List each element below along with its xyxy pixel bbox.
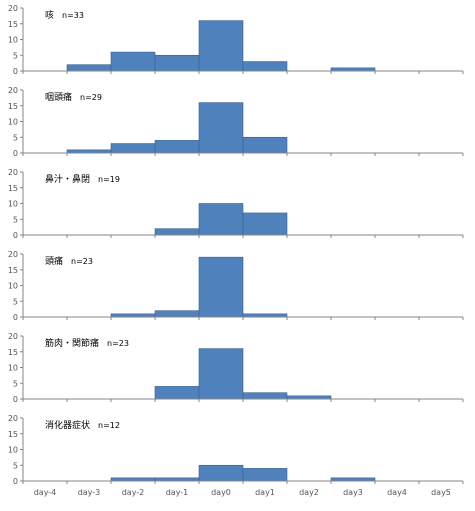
y-tick-label: 15	[8, 266, 18, 275]
sample-size: n=12	[98, 421, 120, 430]
bar-day1	[242, 212, 288, 236]
sample-size: n=23	[107, 339, 129, 348]
bar-day-1	[154, 54, 200, 72]
bar-day0	[198, 102, 244, 154]
x-tick-label-day-3: day-3	[78, 488, 101, 497]
chart-panel-1: 0 5 10 15 20 咳 n=33	[8, 4, 464, 76]
y-tick-label: 10	[8, 364, 18, 373]
bar-day-1	[154, 228, 200, 236]
y-tick-label: 10	[8, 446, 18, 455]
y-tick-label: 15	[8, 184, 18, 193]
y-tick-label: 0	[13, 313, 18, 322]
y-tick-label: 15	[8, 348, 18, 357]
chart-panel-2: 0 5 10 15 20 咽頭痛 n=29	[8, 86, 464, 158]
bar-day1	[242, 136, 288, 154]
y-tick-label: 20	[8, 414, 18, 423]
chart-panel-4: 0 5 10 15 20 頭痛 n=23	[8, 250, 464, 322]
bar-day0	[198, 464, 244, 482]
y-tick-label: 0	[13, 67, 18, 76]
y-tick-label: 5	[13, 297, 18, 306]
y-tick-label: 5	[13, 51, 18, 60]
y-tick-label: 5	[13, 133, 18, 142]
sample-size: n=29	[80, 93, 102, 102]
x-tick-label-day0: day0	[211, 488, 231, 497]
bar-day-2	[110, 143, 156, 154]
y-tick-label: 20	[8, 4, 18, 13]
x-tick-label-day3: day3	[343, 488, 363, 497]
sample-size: n=33	[62, 11, 84, 20]
symptom-name: 咽頭痛	[45, 91, 72, 103]
bar-day-2	[110, 51, 156, 72]
y-tick-label: 10	[8, 36, 18, 45]
chart-panel-3: 0 5 10 15 20 鼻汁・鼻閉 n=19	[8, 168, 464, 240]
panel-title: 咳 n=33	[45, 9, 84, 21]
chart-panel-6: 0 5 10 15 20 day-4 day-3 day-2 day-1 day0 day1 day2…	[8, 414, 464, 497]
bar-day-1	[154, 310, 200, 318]
y-tick-label: 10	[8, 200, 18, 209]
y-tick-label: 20	[8, 250, 18, 259]
x-tick-label-day4: day4	[387, 488, 407, 497]
y-tick-label: 0	[13, 231, 18, 240]
symptom-name: 筋肉・関節痛	[45, 337, 99, 349]
symptom-name: 咳	[45, 9, 54, 21]
y-tick-label: 0	[13, 395, 18, 404]
x-tick-label-day-1: day-1	[166, 488, 189, 497]
symptom-name: 鼻汁・鼻閉	[45, 173, 90, 185]
y-tick-label: 20	[8, 86, 18, 95]
symptom-name: 頭痛	[45, 255, 63, 267]
y-tick-label: 10	[8, 118, 18, 127]
y-tick-label: 0	[13, 477, 18, 486]
panel-title: 鼻汁・鼻閉 n=19	[45, 173, 120, 185]
sample-size: n=23	[71, 257, 93, 266]
bar-day0	[198, 348, 244, 400]
bar-day0	[198, 256, 244, 318]
symptom-name: 消化器症状	[45, 419, 90, 431]
bar-day-1	[154, 386, 200, 400]
x-tick-label-day1: day1	[255, 488, 275, 497]
bar-day1	[242, 468, 288, 482]
y-tick-label: 15	[8, 20, 18, 29]
panel-title: 頭痛 n=23	[45, 255, 93, 267]
panel-title: 筋肉・関節痛 n=23	[45, 337, 129, 349]
bar-day0	[198, 203, 244, 236]
x-tick-label-day-2: day-2	[122, 488, 145, 497]
sample-size: n=19	[98, 175, 120, 184]
y-tick-label: 15	[8, 102, 18, 111]
x-tick-label-day5: day5	[431, 488, 451, 497]
y-tick-label: 0	[13, 149, 18, 158]
chart-panel-5: 0 5 10 15 20 筋肉・関節痛 n=23	[8, 332, 464, 404]
bar-day-3	[66, 64, 112, 72]
y-tick-label: 20	[8, 168, 18, 177]
x-tick-label-day2: day2	[299, 488, 319, 497]
panel-title: 消化器症状 n=12	[45, 419, 120, 431]
y-tick-label: 5	[13, 461, 18, 470]
y-tick-label: 20	[8, 332, 18, 341]
y-tick-label: 10	[8, 282, 18, 291]
y-tick-label: 5	[13, 379, 18, 388]
y-tick-label: 5	[13, 215, 18, 224]
bar-day1	[242, 392, 288, 400]
bar-day0	[198, 20, 244, 72]
y-tick-label: 15	[8, 430, 18, 439]
x-tick-label-day-4: day-4	[34, 488, 57, 497]
panel-title: 咽頭痛 n=29	[45, 91, 102, 103]
bar-day-1	[154, 140, 200, 154]
bar-day1	[242, 61, 288, 72]
